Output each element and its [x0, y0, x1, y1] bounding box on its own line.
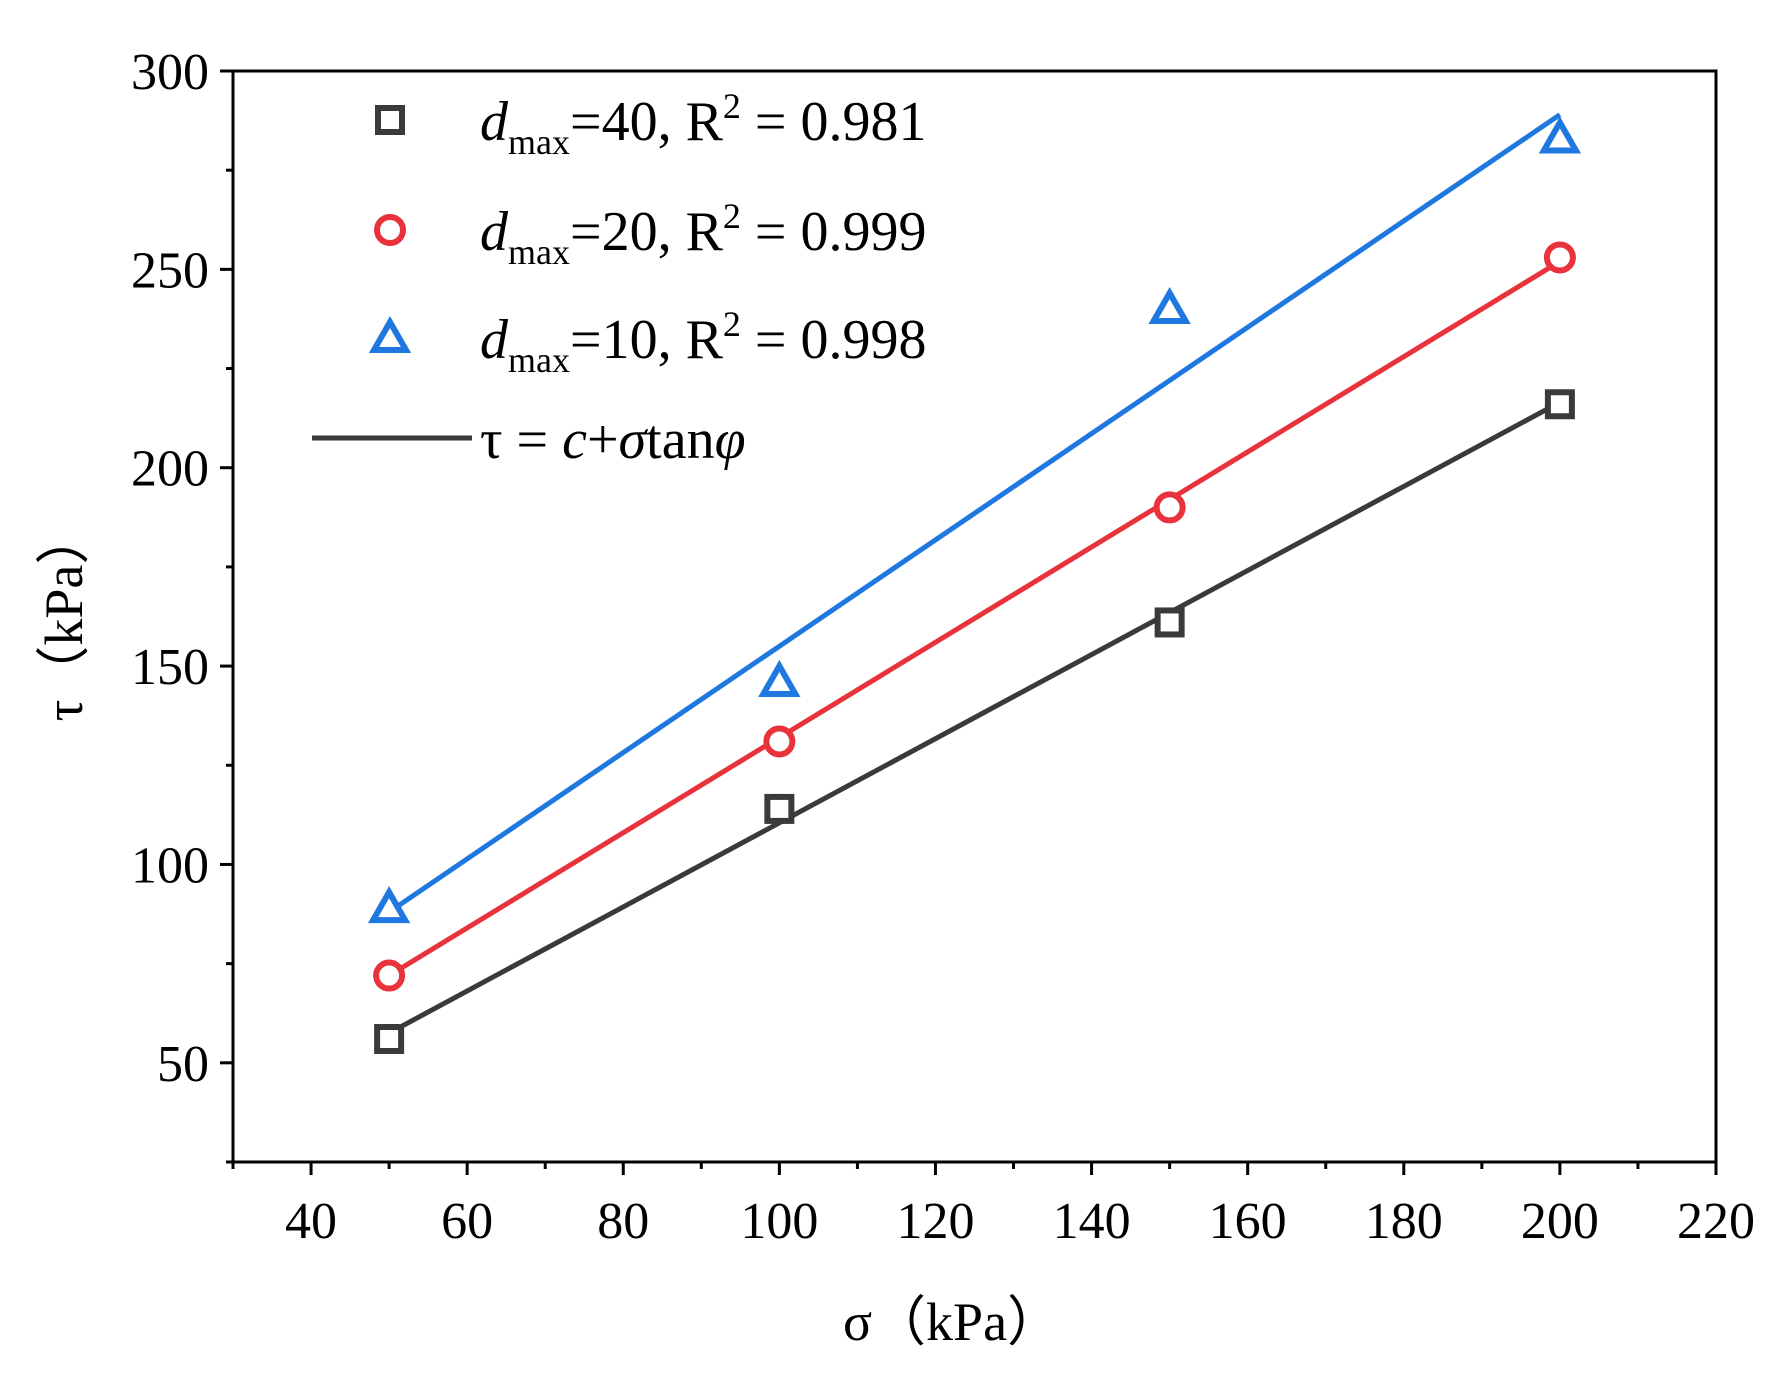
data-point-dmax=10: [367, 886, 411, 924]
data-point-dmax=20: [1153, 491, 1186, 524]
y-axis-title: τ（kPa）: [34, 511, 94, 722]
y-tick-label: 150: [131, 639, 209, 696]
legend-label-part: = 0.999: [741, 201, 927, 263]
legend-label-part: = 0.981: [741, 91, 927, 153]
legend-label: dmax=20, R2 = 0.999: [480, 196, 927, 272]
ticks-layer: 40 60 80 100 120 140 160 180 200 220 50 100 150 200 25…: [131, 44, 1755, 1250]
x-tick-label: 80: [597, 1193, 649, 1250]
x-tick-label: 100: [740, 1193, 818, 1250]
fit-line-dmax=40: [387, 400, 1562, 1036]
legend-label-part: =20, R: [570, 201, 724, 263]
fit-line-dmax=10: [387, 112, 1562, 915]
data-point-dmax=20: [373, 959, 406, 992]
data-point-dmax=20: [763, 725, 796, 758]
legend-fit-label: τ = c+σtanφ: [480, 409, 746, 471]
legend-label-part: = 0.998: [741, 309, 927, 371]
legend-label-part: d: [480, 201, 509, 263]
x-tick-label: 140: [1053, 1193, 1131, 1250]
fit-lines-layer: [387, 112, 1562, 1036]
legend-fit-part: φ: [715, 409, 746, 471]
legend-fit-part: τ =: [480, 409, 562, 471]
x-tick-label: 200: [1521, 1193, 1599, 1250]
legend-item: dmax=20, R2 = 0.999: [374, 196, 927, 272]
x-tick-label: 60: [441, 1193, 493, 1250]
legend-label-part: d: [480, 91, 509, 153]
x-axis-title: σ（kPa）: [843, 1292, 1061, 1352]
data-point-dmax=10: [1148, 286, 1191, 325]
x-tick-label: 180: [1365, 1193, 1443, 1250]
markers-layer: [367, 116, 1582, 1055]
legend-item: dmax=10, R2 = 0.998: [368, 304, 927, 380]
legend-item-fit: τ = c+σtanφ: [312, 409, 746, 471]
data-point-dmax=40: [764, 793, 795, 824]
x-tick-label: 40: [285, 1193, 337, 1250]
legend-label-part: 2: [723, 304, 741, 344]
legend-marker: [375, 105, 405, 135]
data-point-dmax=40: [1154, 607, 1185, 638]
fit-line-dmax=20: [387, 259, 1562, 978]
legend-label: dmax=40, R2 = 0.981: [480, 86, 927, 162]
legend-label-part: 2: [723, 86, 741, 126]
x-tick-label: 220: [1677, 1193, 1755, 1250]
y-tick-label: 300: [131, 44, 209, 101]
y-tick-label: 50: [157, 1036, 209, 1093]
y-tick-label: 250: [131, 242, 209, 299]
y-tick-label: 100: [131, 837, 209, 894]
legend-label-part: =40, R: [570, 91, 724, 153]
legend-fit-part: c: [562, 409, 587, 471]
data-point-dmax=40: [1544, 389, 1575, 420]
legend-fit-part: σ: [619, 409, 649, 471]
legend-fit-part: tan: [646, 409, 714, 471]
legend-label-part: =10, R: [570, 309, 724, 371]
legend-label-part: d: [480, 309, 509, 371]
legend-marker: [368, 315, 412, 353]
legend-label-part: max: [508, 340, 570, 380]
legend-fit-part: +: [587, 409, 619, 471]
data-point-dmax=10: [758, 659, 801, 697]
legend-label: dmax=10, R2 = 0.998: [480, 304, 927, 380]
legend-label-part: max: [508, 232, 570, 272]
y-tick-label: 200: [131, 441, 209, 498]
data-point-dmax=20: [1543, 241, 1576, 274]
data-point-dmax=10: [1538, 116, 1582, 154]
plot-frame: [231, 69, 1718, 1164]
x-tick-label: 160: [1209, 1193, 1287, 1250]
legend-item: dmax=40, R2 = 0.981: [375, 86, 927, 162]
data-point-dmax=40: [374, 1024, 405, 1055]
legend-label-part: 2: [723, 196, 741, 236]
legend-label-part: max: [508, 122, 570, 162]
legend-marker: [374, 214, 406, 246]
x-tick-label: 120: [896, 1193, 974, 1250]
